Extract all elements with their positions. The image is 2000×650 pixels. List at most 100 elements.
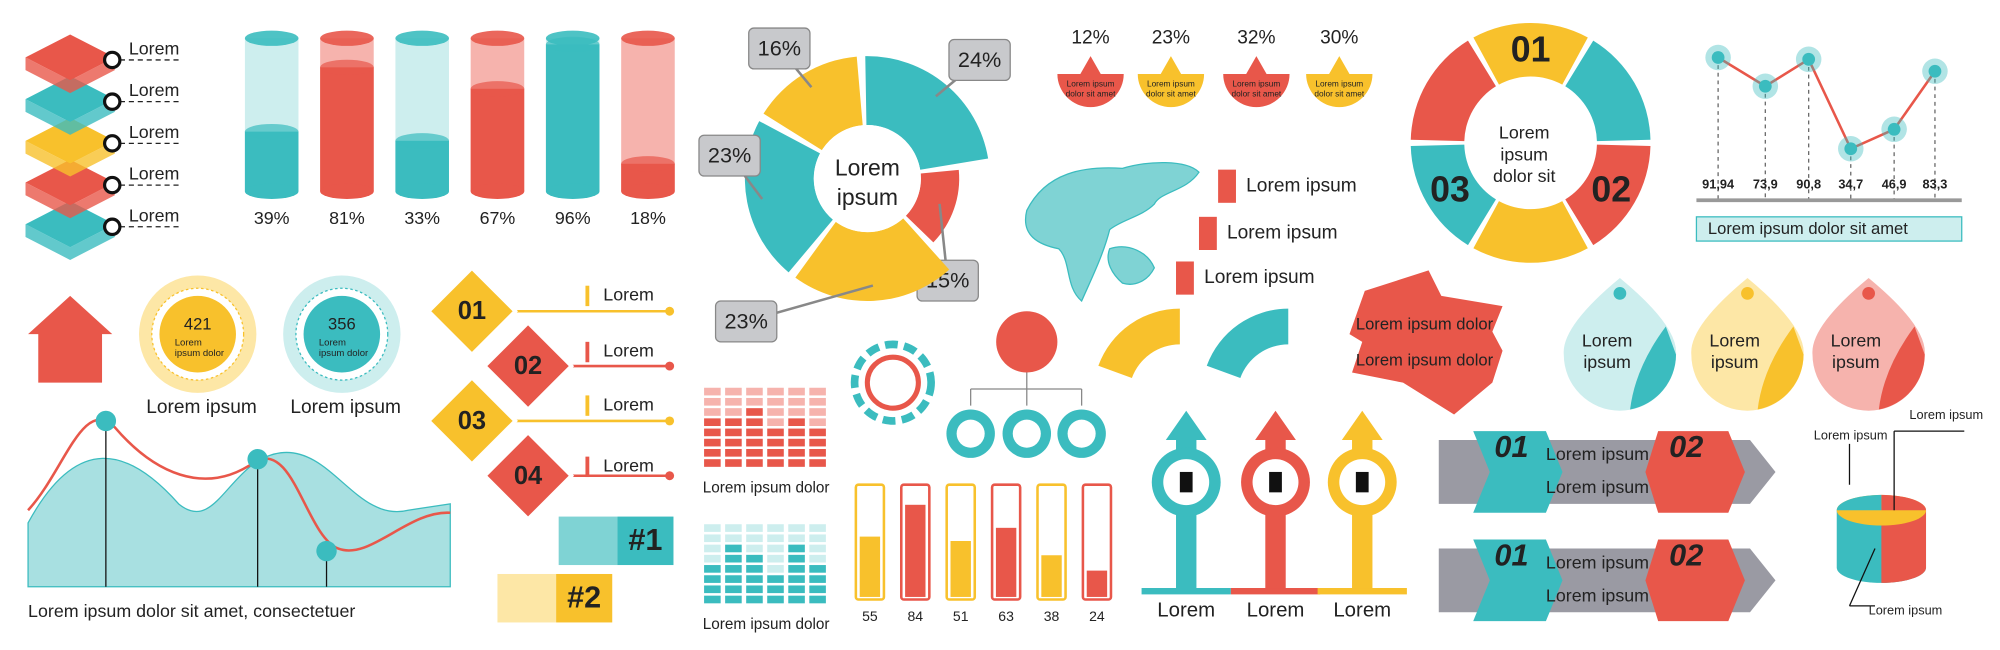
grid-cell [809, 438, 826, 447]
grid-cell [809, 534, 826, 543]
label: Lorem [1333, 599, 1391, 621]
tube-fill [1086, 570, 1108, 597]
grid-cell [788, 595, 805, 604]
dot [102, 50, 122, 70]
cylinder-fill-top [244, 123, 299, 140]
org-node-inner [1012, 419, 1041, 448]
grid-cell [725, 438, 742, 447]
label: Lorem ipsum [146, 397, 257, 418]
label: Lorem ipsum [1067, 78, 1115, 88]
banner-hex [1645, 431, 1745, 513]
grid-cell [767, 448, 784, 457]
step-diamond [425, 265, 519, 358]
step-dot [665, 416, 675, 426]
point [1887, 122, 1901, 136]
step-dot [665, 306, 675, 316]
label: Lorem ipsum [1814, 428, 1888, 443]
cylinder-fill [395, 140, 449, 192]
grid-cell [809, 544, 826, 553]
teardrop-shade [1757, 326, 1804, 410]
rank-right [617, 516, 674, 566]
label: Lorem ipsum dolor [1356, 350, 1494, 369]
grid-cell [746, 595, 763, 604]
layer-side [25, 99, 115, 135]
donut-segment [763, 56, 863, 151]
grid-cell [767, 387, 784, 396]
grid-cell [788, 554, 805, 563]
grid-cell [809, 575, 826, 583]
grid-cell [704, 595, 721, 604]
grid-cell [746, 524, 763, 532]
leaders [1848, 430, 1965, 607]
callout [748, 27, 811, 70]
cylinder-base [244, 183, 299, 199]
cylinder-base [545, 183, 600, 199]
layer-top [25, 159, 115, 206]
label: 421 [184, 315, 212, 334]
grid-cell [788, 438, 805, 447]
teardrop-dot [1613, 286, 1627, 300]
label: 01 [458, 297, 486, 325]
label: Lorem [129, 205, 180, 225]
grid-level [746, 408, 763, 467]
banner-hex [1645, 539, 1745, 622]
grid-cell [704, 544, 721, 553]
cylinder-fill [545, 44, 600, 192]
cylinder-base [470, 183, 525, 199]
grid-cell [704, 418, 721, 427]
drop [1057, 56, 1124, 108]
grid-cell [788, 448, 805, 457]
grid-cell [767, 438, 784, 447]
dot [102, 92, 122, 111]
label: ipsum [1500, 144, 1548, 164]
cylinder-base [621, 183, 675, 199]
label: Lorem [1831, 331, 1882, 351]
label: 81% [329, 208, 365, 228]
label: 23% [708, 143, 751, 168]
grid-cell [725, 408, 742, 416]
step-dot [665, 471, 675, 481]
cylinder-fill-top [621, 156, 675, 172]
grid-cell [788, 585, 805, 594]
label: Lorem [1582, 331, 1633, 351]
grid-cell [767, 459, 784, 467]
donut-segment [865, 56, 989, 170]
house [28, 295, 113, 383]
layer-top [25, 34, 115, 81]
point [1711, 51, 1725, 64]
grid-cell [704, 408, 721, 416]
cylinder-fill-top [470, 81, 525, 97]
pie-top-red [1881, 494, 1927, 511]
cycle-segment [1565, 144, 1651, 246]
arrow-icon [1355, 471, 1369, 493]
pie-side-red [1881, 510, 1927, 583]
grid-cell [767, 397, 784, 406]
grid-cell [809, 459, 826, 467]
arrow-head [1165, 410, 1207, 441]
point [1928, 64, 1942, 78]
grid-cell [746, 575, 763, 583]
label: 18% [630, 208, 666, 228]
step-tick [585, 285, 590, 307]
label: Lorem [319, 338, 346, 349]
label: 02 [1669, 430, 1703, 464]
grid-cell [767, 524, 784, 532]
label: ipsum dolor [319, 348, 369, 359]
grid-cell [788, 544, 805, 553]
grid-cell [788, 459, 805, 467]
grid-cell [704, 387, 721, 396]
grid-cell [725, 595, 742, 604]
label: Lorem ipsum [1232, 78, 1280, 88]
grid-cell [704, 534, 721, 543]
grid-cell [746, 565, 763, 573]
cylinder-top [395, 30, 449, 46]
grid-cell [725, 397, 742, 406]
label: dolor sit amet [1146, 89, 1196, 99]
pie-top-teal [1836, 494, 1882, 511]
label: Lorem [129, 80, 180, 100]
label: ipsum [837, 184, 898, 210]
label: #1 [628, 523, 662, 557]
cylinder-fill-top [395, 133, 449, 149]
step-tick [585, 395, 590, 416]
label: Lorem [603, 394, 654, 414]
